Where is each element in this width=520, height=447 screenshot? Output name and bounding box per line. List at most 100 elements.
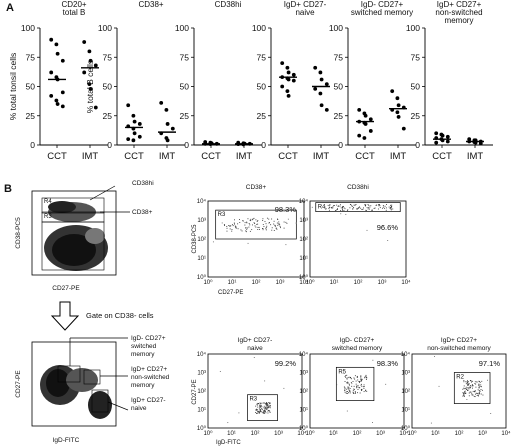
y-tick-label: 75	[411, 52, 421, 62]
event-dot	[354, 378, 356, 380]
event-dot	[476, 381, 478, 383]
y-tick-label: 25	[411, 111, 421, 121]
event-dot	[379, 207, 381, 209]
event-dot	[354, 393, 356, 394]
y-tick-label: 10⁴	[401, 351, 411, 358]
event-dot	[265, 223, 267, 225]
event-dot	[385, 207, 387, 209]
event-dot	[266, 406, 268, 408]
event-dot	[258, 412, 260, 413]
event-dot	[232, 225, 234, 227]
event-dot	[280, 227, 281, 229]
event-dot	[467, 383, 469, 385]
y-tick-label: 10⁰	[299, 274, 309, 281]
event-dot	[250, 220, 252, 222]
event-dot	[249, 219, 251, 221]
event-dot	[359, 392, 361, 394]
event-dot	[266, 405, 268, 407]
event-dot	[234, 219, 236, 221]
plot-title: IgD- CD27+	[340, 337, 375, 344]
event-dot	[266, 217, 268, 219]
event-dot	[257, 406, 259, 408]
event-dot	[251, 224, 253, 226]
event-dot	[219, 370, 221, 372]
event-dot	[238, 219, 240, 220]
event-dot	[345, 213, 347, 215]
event-dot	[237, 228, 239, 230]
event-dot	[470, 387, 472, 389]
event-dot	[361, 389, 363, 391]
event-dot	[373, 207, 375, 209]
event-dot	[224, 225, 225, 226]
annotation-igd-cd27plus-l2: switched	[131, 343, 157, 350]
x-tick-label: IMT	[313, 151, 330, 162]
y-tick-label: 10²	[401, 389, 410, 395]
event-dot	[249, 224, 251, 226]
event-dot	[471, 392, 473, 394]
x-tick-label: 10³	[378, 280, 387, 286]
event-dot	[263, 405, 265, 407]
data-point	[324, 82, 329, 87]
event-dot	[466, 388, 468, 390]
y-tick-label: 10⁴	[299, 198, 309, 205]
event-dot	[474, 390, 476, 392]
event-dot	[267, 407, 269, 409]
event-dot	[364, 377, 365, 379]
data-point	[285, 65, 290, 70]
event-dot	[245, 230, 247, 232]
event-dot	[255, 226, 257, 228]
data-point	[319, 77, 324, 82]
event-dot	[355, 204, 357, 205]
gate-box	[215, 209, 297, 240]
event-dot	[325, 208, 327, 210]
event-dot	[471, 384, 473, 386]
x-tick-label: 10⁰	[407, 430, 417, 437]
y-tick-label: 0	[261, 140, 266, 150]
event-dot	[256, 223, 258, 225]
event-dot	[240, 229, 242, 231]
event-dot	[384, 205, 386, 207]
sorted-plots-top: 10⁰10⁰10¹10¹10²10²10³10³10⁴10⁴R398.3%CD3…	[192, 184, 411, 296]
data-point	[285, 89, 290, 94]
event-dot	[229, 225, 231, 227]
event-dot	[378, 204, 380, 206]
event-dot	[340, 207, 342, 209]
event-dot	[270, 224, 272, 226]
event-dot	[264, 402, 266, 404]
event-dot	[463, 380, 465, 382]
data-point	[54, 98, 59, 103]
event-dot	[271, 229, 273, 231]
event-dot	[471, 385, 473, 387]
event-dot	[365, 374, 367, 376]
event-dot	[346, 410, 348, 412]
gate-box	[315, 202, 401, 212]
event-dot	[365, 377, 367, 379]
event-dot	[263, 402, 265, 404]
event-dot	[390, 206, 391, 208]
event-dot	[360, 378, 362, 380]
event-dot	[329, 204, 331, 206]
x-tick-label: 10¹	[330, 280, 339, 286]
event-dot	[356, 387, 357, 389]
event-dot	[234, 223, 236, 225]
event-dot	[263, 402, 265, 404]
sorted-flow-plot-1: 10⁰10⁰10¹10¹10²10²10³10³10⁴10⁴R398.3%CD3…	[197, 184, 309, 286]
event-dot	[278, 221, 280, 223]
event-dot	[286, 222, 288, 224]
sort-purity: 98.3%	[377, 359, 399, 368]
event-dot	[361, 390, 362, 391]
event-dot	[244, 222, 246, 224]
event-dot	[271, 227, 273, 229]
event-dot	[346, 388, 348, 390]
event-dot	[474, 383, 476, 385]
event-dot	[470, 391, 472, 393]
event-dot	[258, 410, 260, 412]
event-dot	[347, 386, 349, 388]
event-dot	[360, 375, 362, 377]
density-plot-cd38-cd27: R4 R3 CD38hi CD38+ CD27-PE CD38-PC5	[15, 180, 154, 292]
y-tick-label: 10³	[197, 371, 206, 377]
event-dot	[469, 384, 471, 386]
event-dot	[478, 385, 480, 387]
x-tick-label: 10³	[478, 431, 487, 437]
